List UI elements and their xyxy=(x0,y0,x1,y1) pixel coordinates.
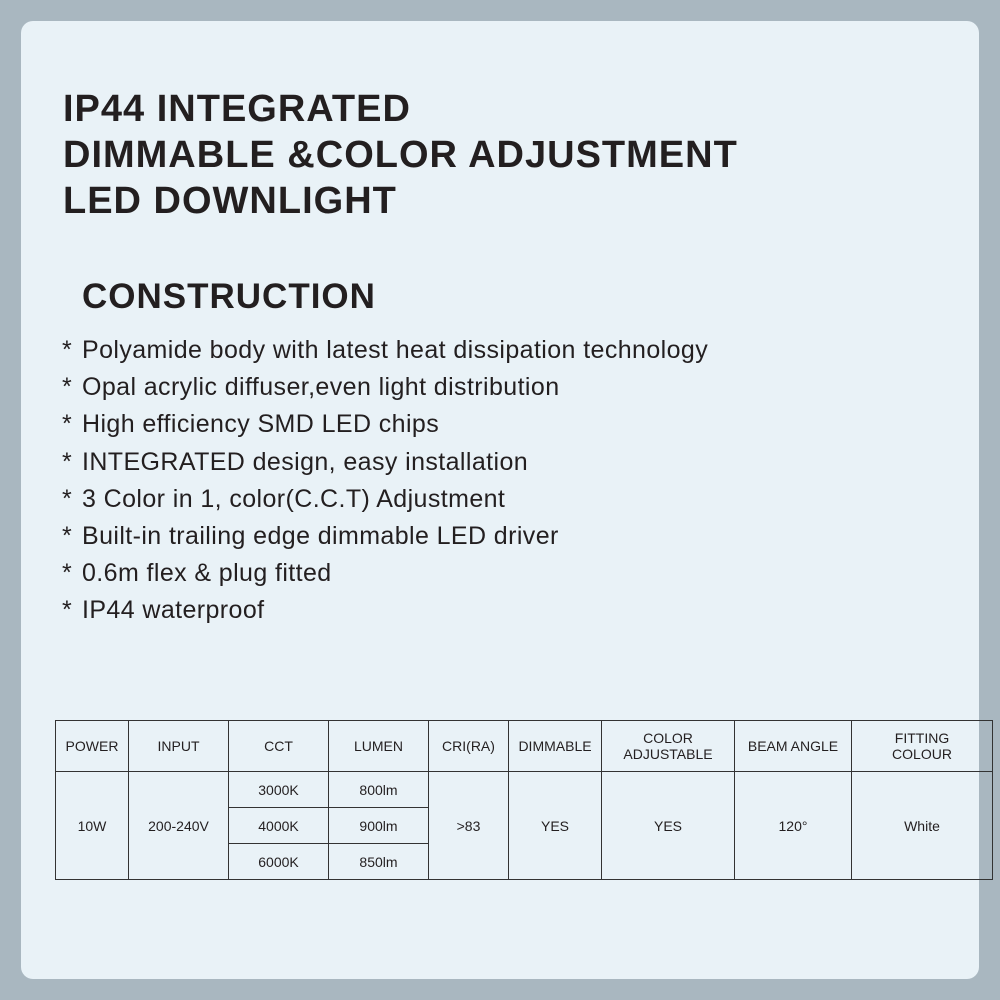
bullet: * xyxy=(62,484,73,513)
product-title: IP44 INTEGRATED DIMMABLE &COLOR ADJUSTME… xyxy=(63,86,738,224)
cell-cct: 4000K xyxy=(228,807,329,844)
header-power: POWER xyxy=(55,720,129,772)
feature-list: * Polyamide body with latest heat dissipa… xyxy=(62,332,708,630)
bullet: * xyxy=(62,447,73,476)
cell-beam-angle: 120° xyxy=(734,771,852,880)
cell-cct: 3000K xyxy=(228,771,329,808)
table-row: 4000K 900lm xyxy=(56,807,993,844)
list-item: * 0.6m flex & plug fitted xyxy=(62,555,708,592)
cell-fitting-colour: White xyxy=(851,771,993,880)
cell-lumen: 900lm xyxy=(328,807,429,844)
title-line: DIMMABLE &COLOR ADJUSTMENT xyxy=(63,134,738,176)
cell-lumen: 850lm xyxy=(328,843,429,880)
table-row: 10W 200-240V 3000K 800lm >83 YES YES 120… xyxy=(55,771,993,880)
list-item: * Polyamide body with latest heat dissipa… xyxy=(62,332,708,369)
cell-dimmable: YES xyxy=(508,771,602,880)
header-beam-angle: BEAM ANGLE xyxy=(734,720,852,772)
header-lumen: LUMEN xyxy=(328,720,429,772)
table-row: 6000K 850lm xyxy=(56,843,993,880)
list-item: * Opal acrylic diffuser,even light distri… xyxy=(62,369,708,406)
header-cct: CCT xyxy=(228,720,329,772)
header-color-adjustable: COLOR ADJUSTABLE xyxy=(601,720,735,772)
bullet: * xyxy=(62,373,73,402)
cell-power: 10W xyxy=(55,771,129,880)
list-item: * Built-in trailing edge dimmable LED dri… xyxy=(62,518,708,555)
table-header-row: POWER INPUT CCT LUMEN CRI(RA) DIMMABLE C… xyxy=(55,720,993,772)
cell-input: 200-240V xyxy=(128,771,229,880)
spec-table: POWER INPUT CCT LUMEN CRI(RA) DIMMABLE C… xyxy=(55,720,993,880)
header-fitting-colour: FITTING COLOUR xyxy=(851,720,993,772)
header-dimmable: DIMMABLE xyxy=(508,720,602,772)
list-item: * 3 Color in 1, color(C.C.T) Adjustment xyxy=(62,481,708,518)
section-title: CONSTRUCTION xyxy=(82,277,376,316)
list-item: * High efficiency SMD LED chips xyxy=(62,406,708,443)
bullet: * xyxy=(62,521,73,550)
header-input: INPUT xyxy=(128,720,229,772)
cell-lumen: 800lm xyxy=(328,771,429,808)
bullet: * xyxy=(62,410,73,439)
bullet: * xyxy=(62,559,73,588)
list-item: * INTEGRATED design, easy installation xyxy=(62,444,708,481)
bullet: * xyxy=(62,596,73,625)
cell-cri: >83 xyxy=(428,771,509,880)
header-cri: CRI(RA) xyxy=(428,720,509,772)
cell-cct: 6000K xyxy=(228,843,329,880)
bullet: * xyxy=(62,336,73,364)
cell-color-adjustable: YES xyxy=(601,771,735,880)
list-item: * IP44 waterproof xyxy=(62,592,708,629)
title-line: LED DOWNLIGHT xyxy=(63,180,397,222)
title-line: IP44 INTEGRATED xyxy=(63,88,411,130)
